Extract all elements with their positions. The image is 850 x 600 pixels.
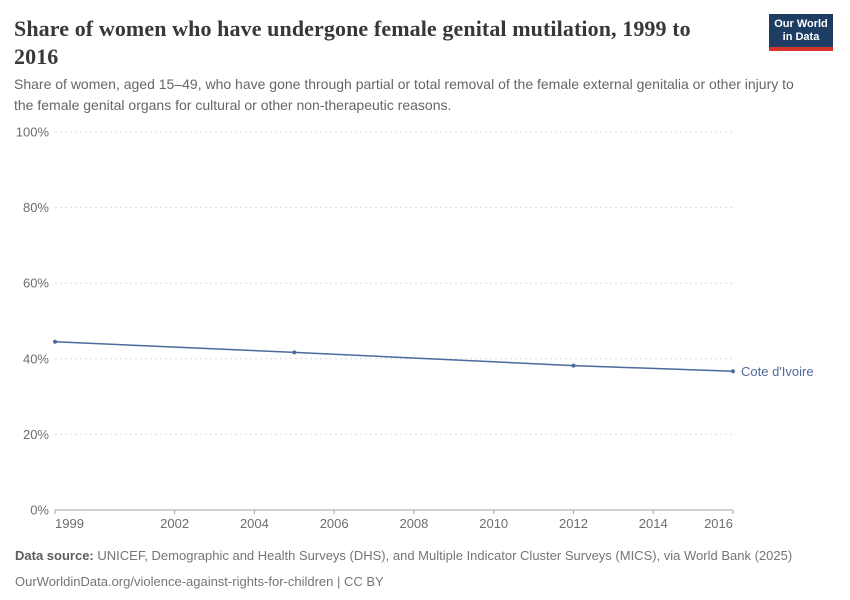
chart-footer: Data source: UNICEF, Demographic and Hea… bbox=[15, 543, 835, 595]
data-point[interactable] bbox=[731, 369, 735, 374]
license-line: OurWorldinData.org/violence-against-righ… bbox=[15, 574, 384, 589]
x-tick-label: 1999 bbox=[55, 516, 84, 531]
x-tick-label: 2016 bbox=[704, 516, 733, 531]
series-line[interactable] bbox=[54, 341, 734, 373]
data-point[interactable] bbox=[53, 339, 57, 344]
x-tick-label: 2006 bbox=[320, 516, 349, 531]
data-source-text: UNICEF, Demographic and Health Surveys (… bbox=[97, 548, 793, 563]
data-point[interactable] bbox=[571, 363, 576, 368]
y-tick-label: 100% bbox=[16, 125, 50, 140]
data-source-label: Data source: bbox=[15, 548, 94, 563]
y-tick-label: 20% bbox=[23, 427, 49, 442]
owid-logo: Our World in Data bbox=[769, 14, 833, 51]
owid-logo-line2: in Data bbox=[782, 30, 820, 43]
y-tick-label: 0% bbox=[30, 503, 49, 518]
x-tick-label: 2010 bbox=[479, 516, 508, 531]
series-end-label[interactable]: Cote d'Ivoire bbox=[741, 364, 814, 379]
y-tick-label: 60% bbox=[23, 276, 49, 291]
plot-area[interactable]: 0% 20% 40% 60% 80% 100% 1999 2002 2004 2006 2008 20… bbox=[0, 125, 850, 555]
chart-title: Share of women who have undergone female… bbox=[14, 16, 691, 69]
owid-logo-line1: Our World bbox=[774, 17, 828, 30]
data-point[interactable] bbox=[292, 350, 297, 355]
y-tick-label: 80% bbox=[23, 200, 49, 215]
chart-svg: 0% 20% 40% 60% 80% 100% 1999 2002 2004 2006 2008 20… bbox=[16, 125, 814, 532]
x-tick-label: 2008 bbox=[399, 516, 428, 531]
y-tick-label: 40% bbox=[23, 351, 49, 366]
chart-subtitle: Share of women, aged 15–49, who have gon… bbox=[14, 76, 794, 113]
data-source-line: Data source: UNICEF, Demographic and Hea… bbox=[15, 543, 835, 569]
x-tick-label: 2004 bbox=[240, 516, 269, 531]
x-tick-label: 2012 bbox=[559, 516, 588, 531]
x-tick-label: 2002 bbox=[160, 516, 189, 531]
x-tick-label: 2014 bbox=[639, 516, 668, 531]
